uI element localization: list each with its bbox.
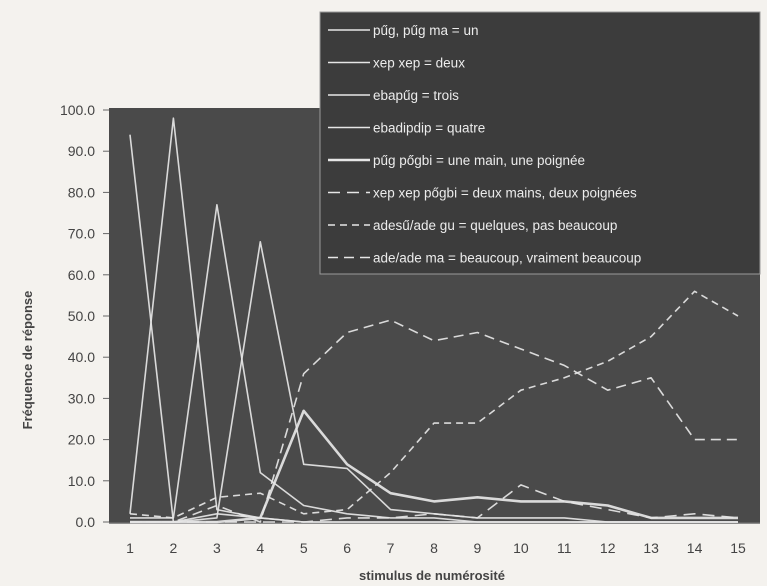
x-tick-label: 4 <box>256 540 264 556</box>
series-line-6 <box>130 484 739 523</box>
series-layer <box>129 117 739 524</box>
x-axis-title: stimulus de numérosité <box>359 568 505 583</box>
x-tick-label: 12 <box>600 540 616 556</box>
legend: pűg, pűg ma = un xep xep = deux ebapűg = t… <box>319 11 761 275</box>
x-tick-label: 3 <box>213 540 221 556</box>
y-tick-label: 80.0 <box>68 184 95 200</box>
x-tick-label: 13 <box>643 540 659 556</box>
legend-label: ebadipdip = quatre <box>373 121 485 136</box>
legend-label: ade/ade ma = beaucoup, vraiment beaucoup <box>373 251 641 266</box>
y-tick-label: 10.0 <box>68 473 95 489</box>
legend-label: xep xep pőgbi = deux mains, deux poignée… <box>373 186 637 201</box>
x-tick-label: 2 <box>170 540 178 556</box>
x-tick-label: 8 <box>430 540 438 556</box>
x-tick-label: 14 <box>687 540 703 556</box>
x-tick-label: 11 <box>557 540 572 556</box>
series-line-7 <box>129 290 739 519</box>
x-tick-label: 1 <box>126 540 134 556</box>
x-tick-label: 10 <box>513 540 529 556</box>
x-tick-label: 7 <box>387 540 395 556</box>
legend-label: xep xep = deux <box>373 56 465 71</box>
y-tick-label: 20.0 <box>68 432 95 448</box>
series-line-5 <box>130 409 738 524</box>
y-tick-label: 40.0 <box>68 349 95 365</box>
x-tick-label: 15 <box>730 540 746 556</box>
y-tick-label: 70.0 <box>68 226 95 242</box>
y-tick-label: 60.0 <box>68 267 95 283</box>
x-tick-label: 5 <box>300 540 308 556</box>
y-tick-label: 90.0 <box>68 143 95 159</box>
y-axis-title: Fréquence de réponse <box>20 291 35 430</box>
legend-label: adesű/ade gu = quelques, pas beaucoup <box>373 218 617 233</box>
x-tick-label: 9 <box>474 540 482 556</box>
y-tick-label: 30.0 <box>68 390 95 406</box>
y-tick-label: 100.0 <box>60 102 95 118</box>
legend-label: ebapűg = trois <box>373 88 459 103</box>
x-tick-label: 6 <box>343 540 351 556</box>
legend-box <box>319 11 761 275</box>
legend-label: pűg, pűg ma = un <box>373 23 478 38</box>
y-tick-label: 0.0 <box>76 514 96 530</box>
legend-label: pűg pőgbi = une main, une poignée <box>373 153 585 168</box>
series-line-8 <box>130 319 738 523</box>
y-tick-label: 50.0 <box>68 308 95 324</box>
axes-layer: 0.0 10.0 20.0 30.0 40.0 50.0 60.0 70.0 80.0 90.0 1… <box>60 102 760 556</box>
